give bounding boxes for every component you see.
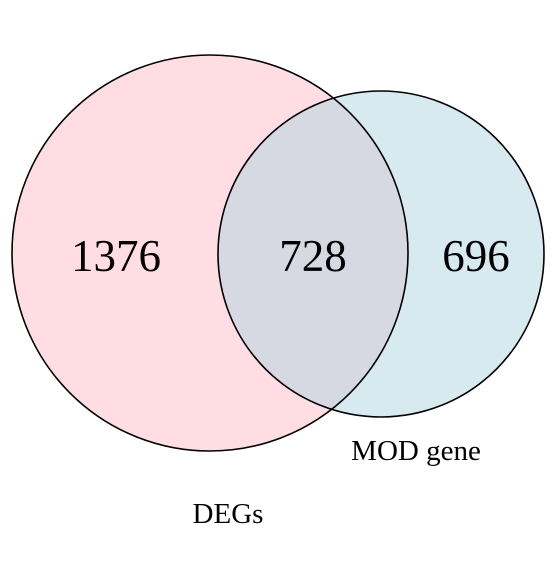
mod-gene-set-label: MOD gene (351, 435, 481, 467)
mod-gene-set-outline (217, 90, 545, 418)
degs-set-label: DEGs (193, 498, 264, 530)
degs-only-count: 1376 (71, 231, 161, 281)
degs-set-outline (11, 54, 409, 452)
mod-gene-only-count: 696 (442, 231, 510, 281)
intersection-region (218, 91, 408, 417)
intersection-count: 728 (279, 231, 347, 281)
